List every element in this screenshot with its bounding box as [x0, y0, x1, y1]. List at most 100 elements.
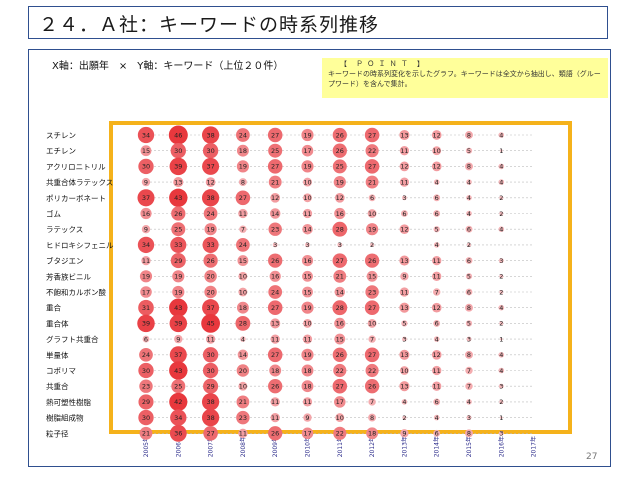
bubble-value-label: 4: [402, 398, 406, 406]
bubble: [365, 285, 379, 299]
x-tick-label: 2017年: [530, 436, 538, 457]
bubble: [402, 415, 407, 420]
bubble-value-label: 24: [271, 288, 279, 296]
bubble: [301, 160, 314, 173]
bubble-value-label: 24: [239, 241, 247, 249]
bubble-value-label: 19: [206, 226, 214, 234]
bubble: [137, 236, 155, 254]
y-tick-label: コポリマ: [46, 367, 76, 376]
bubble-value-label: 25: [271, 147, 279, 155]
bubble-value-label: 10: [400, 367, 408, 375]
bubble-value-label: 43: [174, 367, 182, 375]
bubble-value-label: 11: [303, 335, 311, 343]
point-callout: 【 Ｐ Ｏ Ｉ Ｎ Ｔ 】 キーワードの時系列変化を示したグラフ。キーワードは全…: [322, 58, 608, 98]
y-tick-label: 粒子径: [46, 428, 69, 438]
bubble: [498, 179, 505, 185]
bubble-value-label: 19: [336, 178, 344, 186]
bubble-value-label: 11: [239, 430, 247, 438]
bubble-value-label: 2: [370, 241, 374, 249]
bubble: [465, 147, 473, 154]
bubble-value-label: 4: [499, 131, 503, 139]
bubble: [432, 365, 442, 376]
bubble-value-label: 12: [400, 226, 408, 234]
bubble: [302, 286, 313, 298]
y-tick-label: 共重合体ラテックス: [46, 177, 113, 187]
bubble: [238, 381, 248, 391]
bubble: [465, 131, 473, 139]
bubble-value-label: 5: [435, 226, 439, 234]
bubble: [138, 362, 154, 379]
bubble: [267, 159, 283, 174]
bubble-value-label: 39: [142, 320, 150, 328]
bubble-value-label: 24: [239, 131, 247, 139]
y-tick-label: ラテックス: [46, 225, 83, 234]
x-tick-label: 2013年: [400, 436, 408, 457]
y-tick-label: 芳香族ビニル: [46, 271, 91, 281]
bubble-value-label: 10: [368, 320, 376, 328]
bubble: [498, 304, 505, 311]
bubble-value-label: 4: [499, 351, 503, 359]
bubble-value-label: 8: [467, 131, 471, 139]
bubble: [137, 189, 155, 207]
bubble: [365, 223, 379, 236]
bubble-value-label: 15: [142, 147, 150, 155]
bubble-value-label: 11: [271, 398, 279, 406]
bubble: [237, 255, 249, 267]
bubble: [237, 349, 249, 361]
bubble: [203, 253, 218, 268]
bubble-value-label: 19: [303, 131, 311, 139]
bubble: [203, 206, 218, 221]
bubble: [466, 415, 472, 421]
bubble: [268, 253, 283, 268]
bubble: [201, 189, 220, 207]
bubble-value-label: 10: [303, 194, 311, 202]
bubble-value-label: 6: [435, 398, 439, 406]
bubble: [270, 318, 281, 329]
bubble: [269, 270, 281, 282]
bubble-value-label: 3: [467, 414, 471, 422]
bubble: [272, 242, 278, 248]
bubble-value-label: 27: [368, 131, 376, 139]
bubble-value-label: 21: [142, 430, 150, 438]
bubble: [235, 315, 251, 331]
bubble: [399, 349, 410, 360]
bubble: [466, 194, 472, 201]
bubble: [270, 412, 280, 423]
bubble-value-label: 8: [370, 414, 374, 422]
y-tick-label: 樹脂組成物: [46, 413, 84, 423]
bubble-value-label: 46: [174, 131, 182, 139]
bubble: [432, 271, 442, 281]
bubble: [238, 271, 248, 281]
bubble: [205, 177, 216, 187]
bubble-value-label: 6: [144, 335, 148, 343]
axis-description: X軸：出願年 × Y軸：キーワード（上位２０件）: [52, 61, 284, 72]
y-tick-label: 単量体: [46, 350, 69, 360]
bubble: [400, 272, 409, 281]
y-tick-label: 熱可塑性樹脂: [46, 397, 91, 407]
bubble-value-label: 7: [467, 383, 471, 391]
bubble: [337, 242, 343, 248]
bubble-value-label: 37: [206, 304, 214, 312]
bubble: [141, 224, 151, 234]
bubble-value-label: 26: [271, 383, 279, 391]
bubble: [364, 379, 380, 394]
bubble: [303, 177, 312, 187]
bubble: [431, 130, 442, 140]
bubble-value-label: 4: [499, 178, 503, 186]
bubble-value-label: 25: [174, 226, 182, 234]
bubble-value-label: 2: [499, 273, 503, 281]
bubble-value-label: 16: [271, 273, 279, 281]
bubble-value-label: 6: [467, 226, 471, 234]
bubble: [238, 178, 247, 187]
y-tick-label: ポリカーボネート: [46, 194, 106, 203]
bubble: [433, 210, 441, 217]
bubble: [141, 255, 151, 266]
bubble-value-label: 19: [368, 226, 376, 234]
bubble: [174, 334, 183, 344]
bubble: [201, 126, 220, 144]
bubble-value-label: 9: [144, 178, 148, 186]
y-tick-label: 不飽和カルボン酸: [46, 287, 106, 297]
bubble-value-label: 12: [433, 304, 441, 312]
bubble: [301, 364, 314, 377]
